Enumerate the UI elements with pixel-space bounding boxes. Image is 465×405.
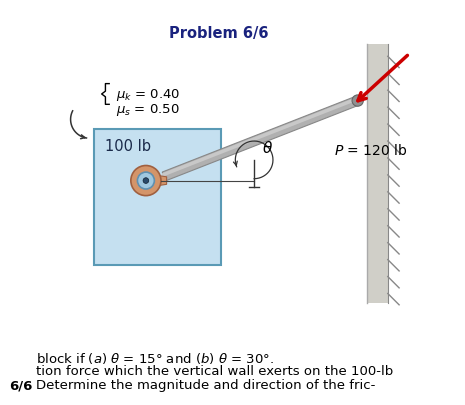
Text: tion force which the vertical wall exerts on the 100-lb: tion force which the vertical wall exert… [36,364,393,377]
Circle shape [138,173,154,190]
Text: block if ($a$) $\theta$ = 15° and ($b$) $\theta$ = 30°.: block if ($a$) $\theta$ = 15° and ($b$) … [36,350,274,365]
Polygon shape [148,175,166,188]
Bar [367,45,388,303]
Text: $P$ = 120 lb: $P$ = 120 lb [334,143,408,158]
Text: $\mu_s$ = 0.50: $\mu_s$ = 0.50 [116,101,179,117]
Circle shape [143,178,149,184]
Text: Problem 6/6: Problem 6/6 [169,26,268,41]
Bar [94,130,221,266]
Text: 6/6: 6/6 [9,378,33,391]
Text: $\theta$: $\theta$ [262,139,273,155]
Circle shape [131,166,161,196]
Text: Determine the magnitude and direction of the fric-: Determine the magnitude and direction of… [36,378,375,391]
Circle shape [352,96,363,107]
Text: 100 lb: 100 lb [106,139,152,154]
Polygon shape [162,97,359,181]
Text: $\mu_k$ = 0.40: $\mu_k$ = 0.40 [116,87,180,103]
